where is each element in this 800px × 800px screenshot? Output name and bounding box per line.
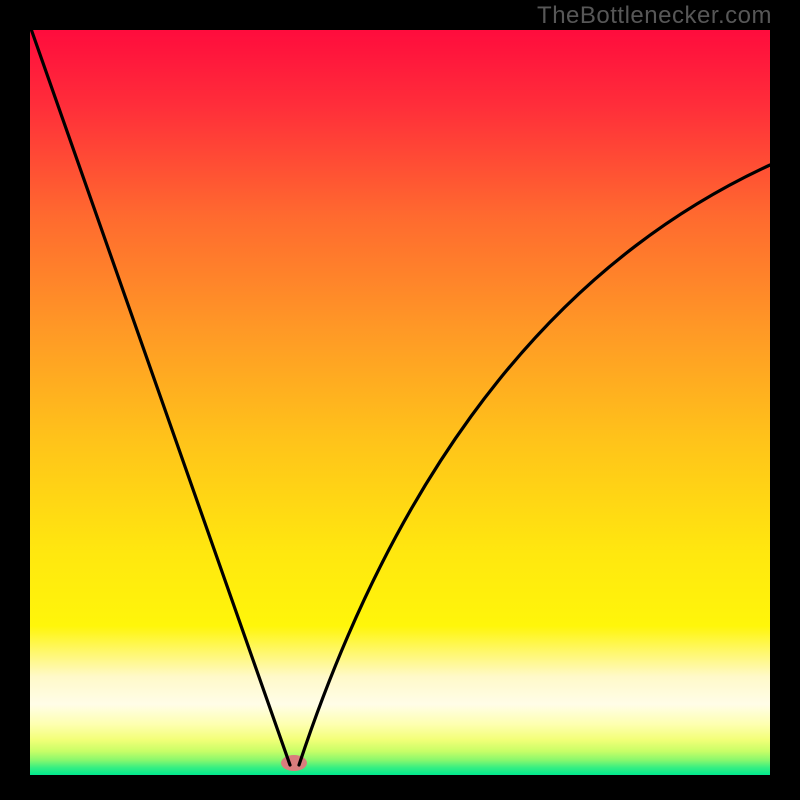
chart-frame [0, 0, 800, 800]
watermark-text: TheBottlenecker.com [537, 2, 772, 30]
